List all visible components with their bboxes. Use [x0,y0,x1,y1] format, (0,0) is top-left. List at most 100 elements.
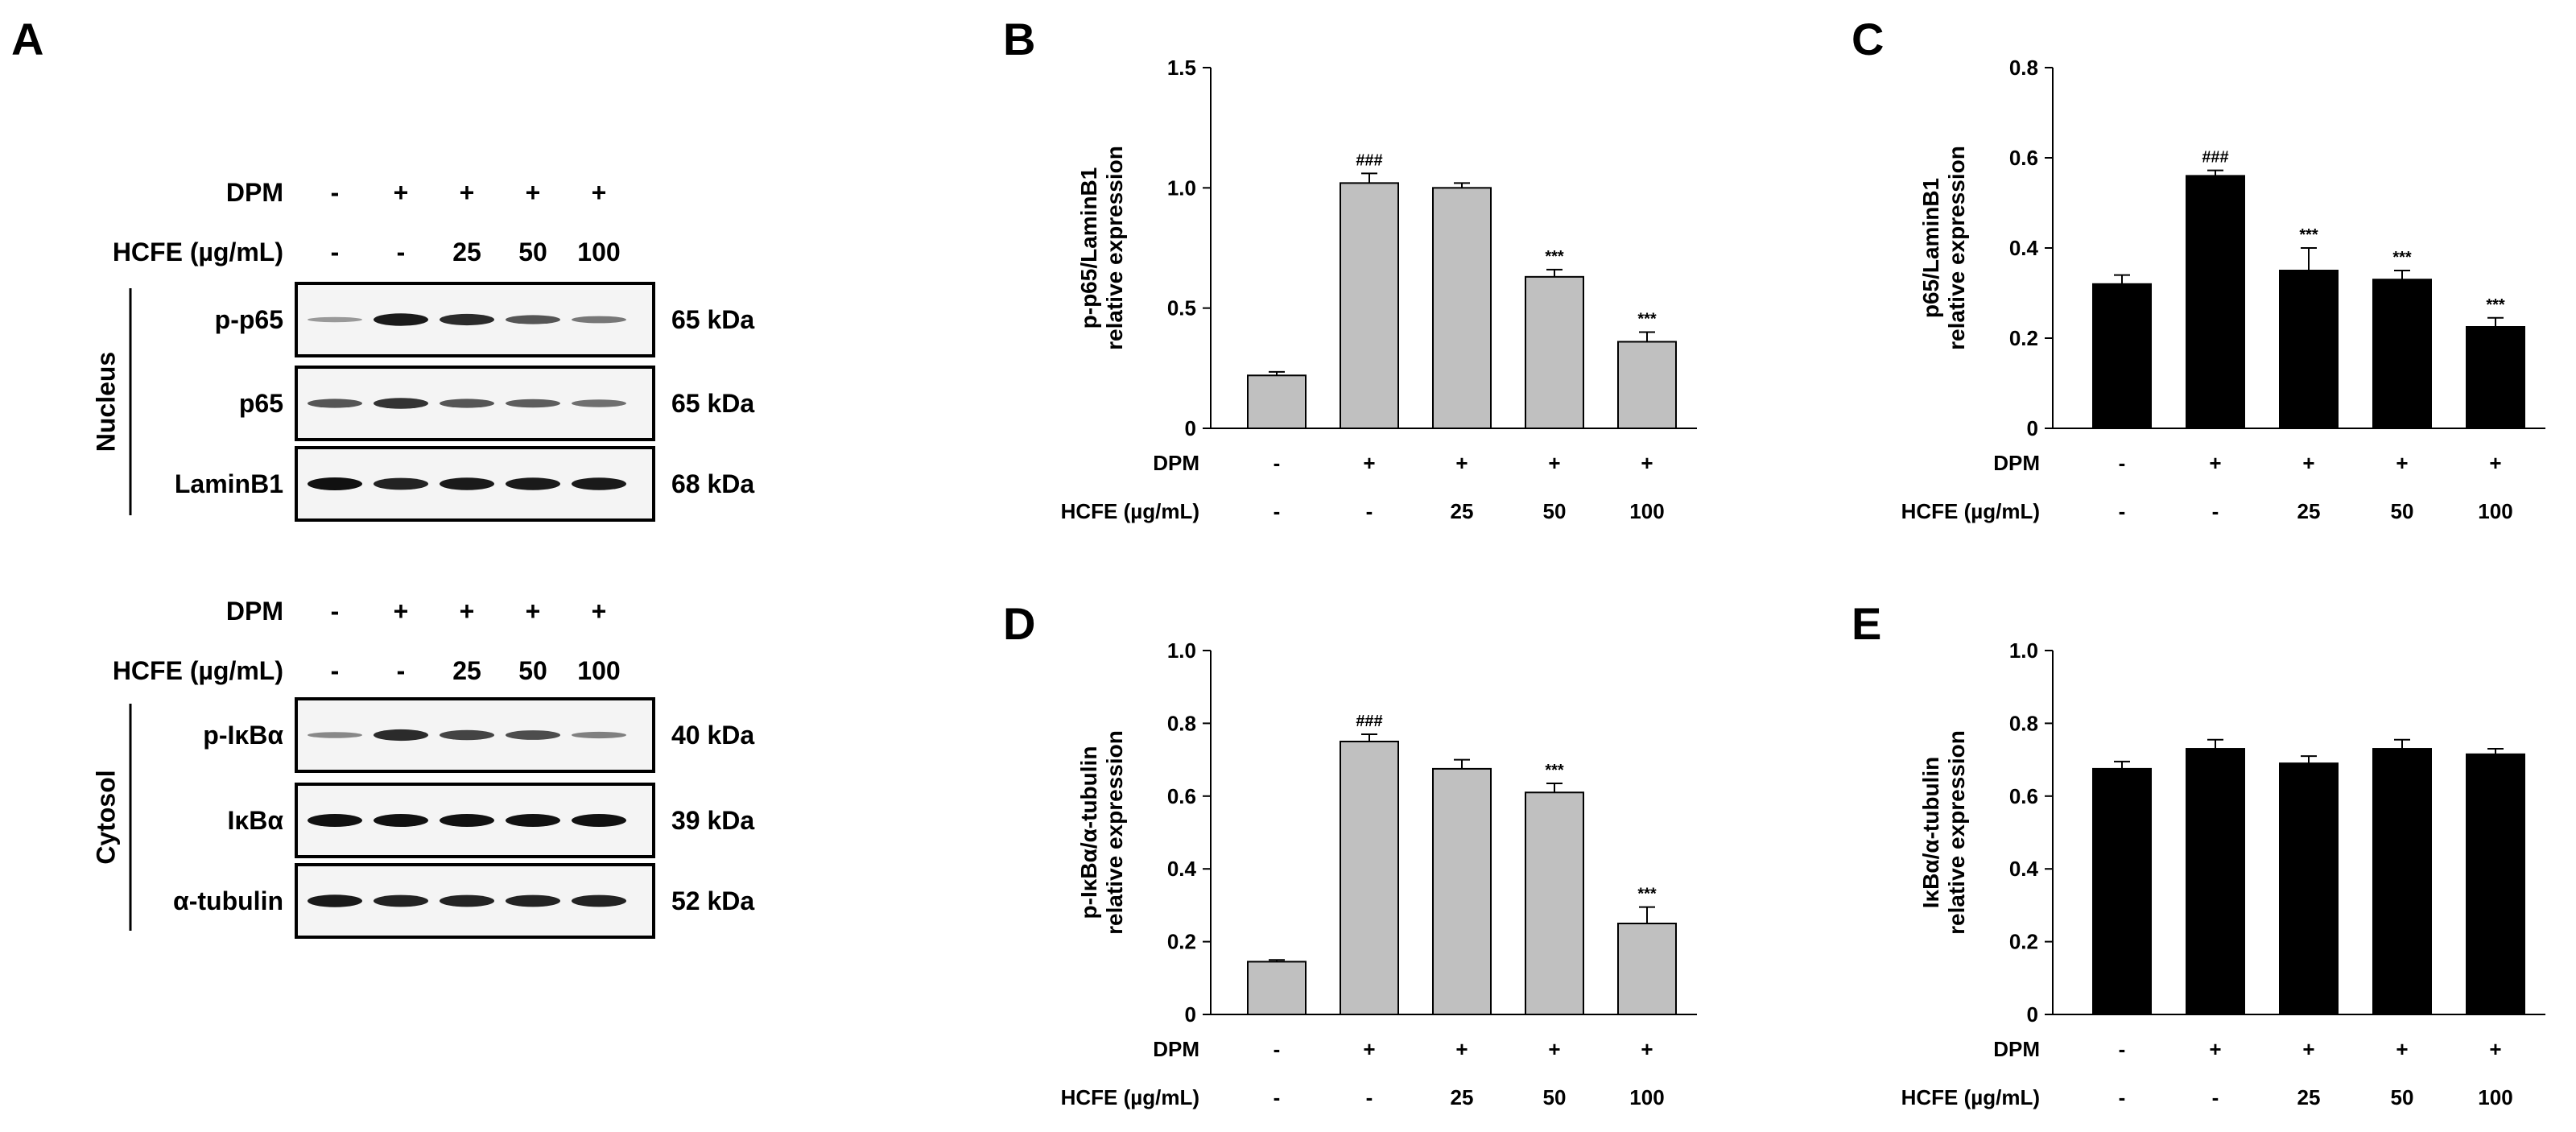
nucleus-dpm-label: DPM [226,178,283,207]
blot-kda-label: 39 kDa [671,806,754,835]
blot-band [440,477,494,490]
y-axis-label-line1: p65/LaminB1 [1918,178,1943,318]
blot-row-nucleus-2: LaminB1 68 kDa [175,446,754,522]
blot-band [506,399,560,408]
bar [2279,270,2339,429]
blot-band [374,814,428,827]
dpm-sign: + [1455,451,1468,475]
hcfe-dose: 50 [2391,1085,2414,1109]
blot-band [572,894,626,907]
dpm-row-label: DPM [1153,451,1199,475]
significance-label: ### [1356,713,1382,730]
cytosol-dpm-label: DPM [226,597,283,626]
blot-kda-label: 52 kDa [671,886,754,915]
blot-band [506,814,560,827]
nucleus-hcfe-dose: 50 [518,238,547,266]
blot-band [506,894,560,907]
bar [1340,741,1399,1015]
dpm-sign: - [1274,1037,1281,1061]
bar [1617,923,1677,1015]
significance-label: ### [1356,151,1382,169]
panel-e-bar-chart: E 0 0.2 0.4 0.6 0.8 1.0 IκBα/α-tubulin relative … [1852,598,2545,1109]
y-tick-label: 0 [2027,1002,2038,1027]
bar [1432,767,1492,1016]
nucleus-hcfe-label: HCFE (µg/mL) [113,238,283,266]
y-tick-label: 0.8 [2009,711,2038,735]
nucleus-hcfe-dose: - [331,238,340,266]
dpm-sign: + [2489,451,2501,475]
hcfe-row-label: HCFE (µg/mL) [1901,499,2040,523]
nucleus-hcfe-dose: - [397,238,406,266]
cytosol-dpm-sign: + [394,597,409,626]
dpm-sign: + [2209,451,2221,475]
dpm-sign: - [2119,451,2126,475]
nucleus-hcfe-dose: 100 [577,238,620,266]
blot-band [506,477,560,490]
cytosol-dpm-sign: - [331,597,340,626]
hcfe-dose: 25 [2297,499,2321,523]
dpm-sign: - [2119,1037,2126,1061]
bar [1432,187,1492,429]
hcfe-dose: 100 [2478,499,2512,523]
dpm-sign: + [1548,451,1560,475]
significance-label: *** [1545,248,1564,266]
blot-kda-label: 65 kDa [671,389,754,418]
blot-protein-label: p-p65 [215,305,283,334]
blot-band [374,729,428,742]
y-tick-label: 0.5 [1167,296,1196,320]
y-axis-label-line2: relative expression [1102,730,1127,935]
cytosol-hcfe-dose: - [331,656,340,685]
panel-b-bar-chart: B 0 0.5 1.0 1.5 p-p65/LaminB1 relative express… [1003,14,1697,523]
y-axis-label-line2: relative expression [1102,146,1127,350]
nucleus-section: DPM - + + + + HCFE (µg/mL) - - 25 50 100 Nucleus p-p6… [91,178,754,522]
blot-row-nucleus-0: p-p65 65 kDa [215,282,754,357]
y-tick-label: 0 [2027,416,2038,440]
y-axis-label-line2: relative expression [1944,146,1969,350]
bar [1247,961,1307,1015]
hcfe-row-label: HCFE (µg/mL) [1061,1085,1199,1109]
blot-protein-label: IκBα [227,806,283,835]
blot-row-cytosol-2: α-tubulin 52 kDa [173,863,754,939]
hcfe-dose: - [1366,1085,1373,1109]
y-tick-label: 0.2 [1167,930,1196,954]
y-tick-label: 0 [1185,1002,1196,1027]
hcfe-dose: - [2119,1085,2126,1109]
blot-band [440,894,494,907]
y-tick-label: 0.6 [2009,146,2038,170]
blot-band [308,732,362,738]
dpm-sign: + [1363,1037,1375,1061]
blot-band [308,814,362,827]
bar [1247,374,1307,429]
significance-label: ### [2202,149,2228,167]
nucleus-dpm-sign: - [331,178,340,207]
hcfe-dose: 50 [1543,499,1567,523]
dpm-sign: + [2302,1037,2314,1061]
blot-band [308,399,362,408]
bar [2466,326,2525,429]
y-axis-label-line2: relative expression [1944,730,1969,935]
blot-row-nucleus-1: p65 65 kDa [239,366,754,441]
nucleus-dpm-sign: + [592,178,607,207]
blot-band [440,313,494,326]
y-axis-label-line1: IκBα/α-tubulin [1918,757,1943,908]
bar [2279,762,2339,1015]
cytosol-dpm-sign: + [526,597,541,626]
y-tick-label: 1.0 [2009,638,2038,663]
nucleus-section-label: Nucleus [91,352,120,452]
blot-band [374,313,428,326]
blot-band [572,814,626,827]
hcfe-row-label: HCFE (µg/mL) [1901,1085,2040,1109]
y-tick-label: 1.0 [1167,638,1196,663]
dpm-sign: + [1641,1037,1653,1061]
significance-label: *** [2299,226,2318,244]
dpm-sign: + [1455,1037,1468,1061]
blot-band [374,894,428,907]
y-tick-label: 0.6 [2009,784,2038,808]
panel-letter-e: E [1852,598,1881,649]
panel-letter-a: A [11,14,43,64]
blot-band [572,399,626,407]
significance-label: *** [1637,886,1657,903]
hcfe-dose: 100 [1629,499,1664,523]
dpm-row-label: DPM [1993,1037,2040,1061]
